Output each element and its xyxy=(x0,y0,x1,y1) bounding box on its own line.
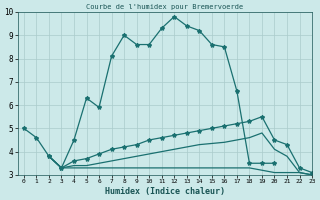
X-axis label: Humidex (Indice chaleur): Humidex (Indice chaleur) xyxy=(105,187,225,196)
Title: Courbe de l'humidex pour Bremervoerde: Courbe de l'humidex pour Bremervoerde xyxy=(86,4,244,10)
